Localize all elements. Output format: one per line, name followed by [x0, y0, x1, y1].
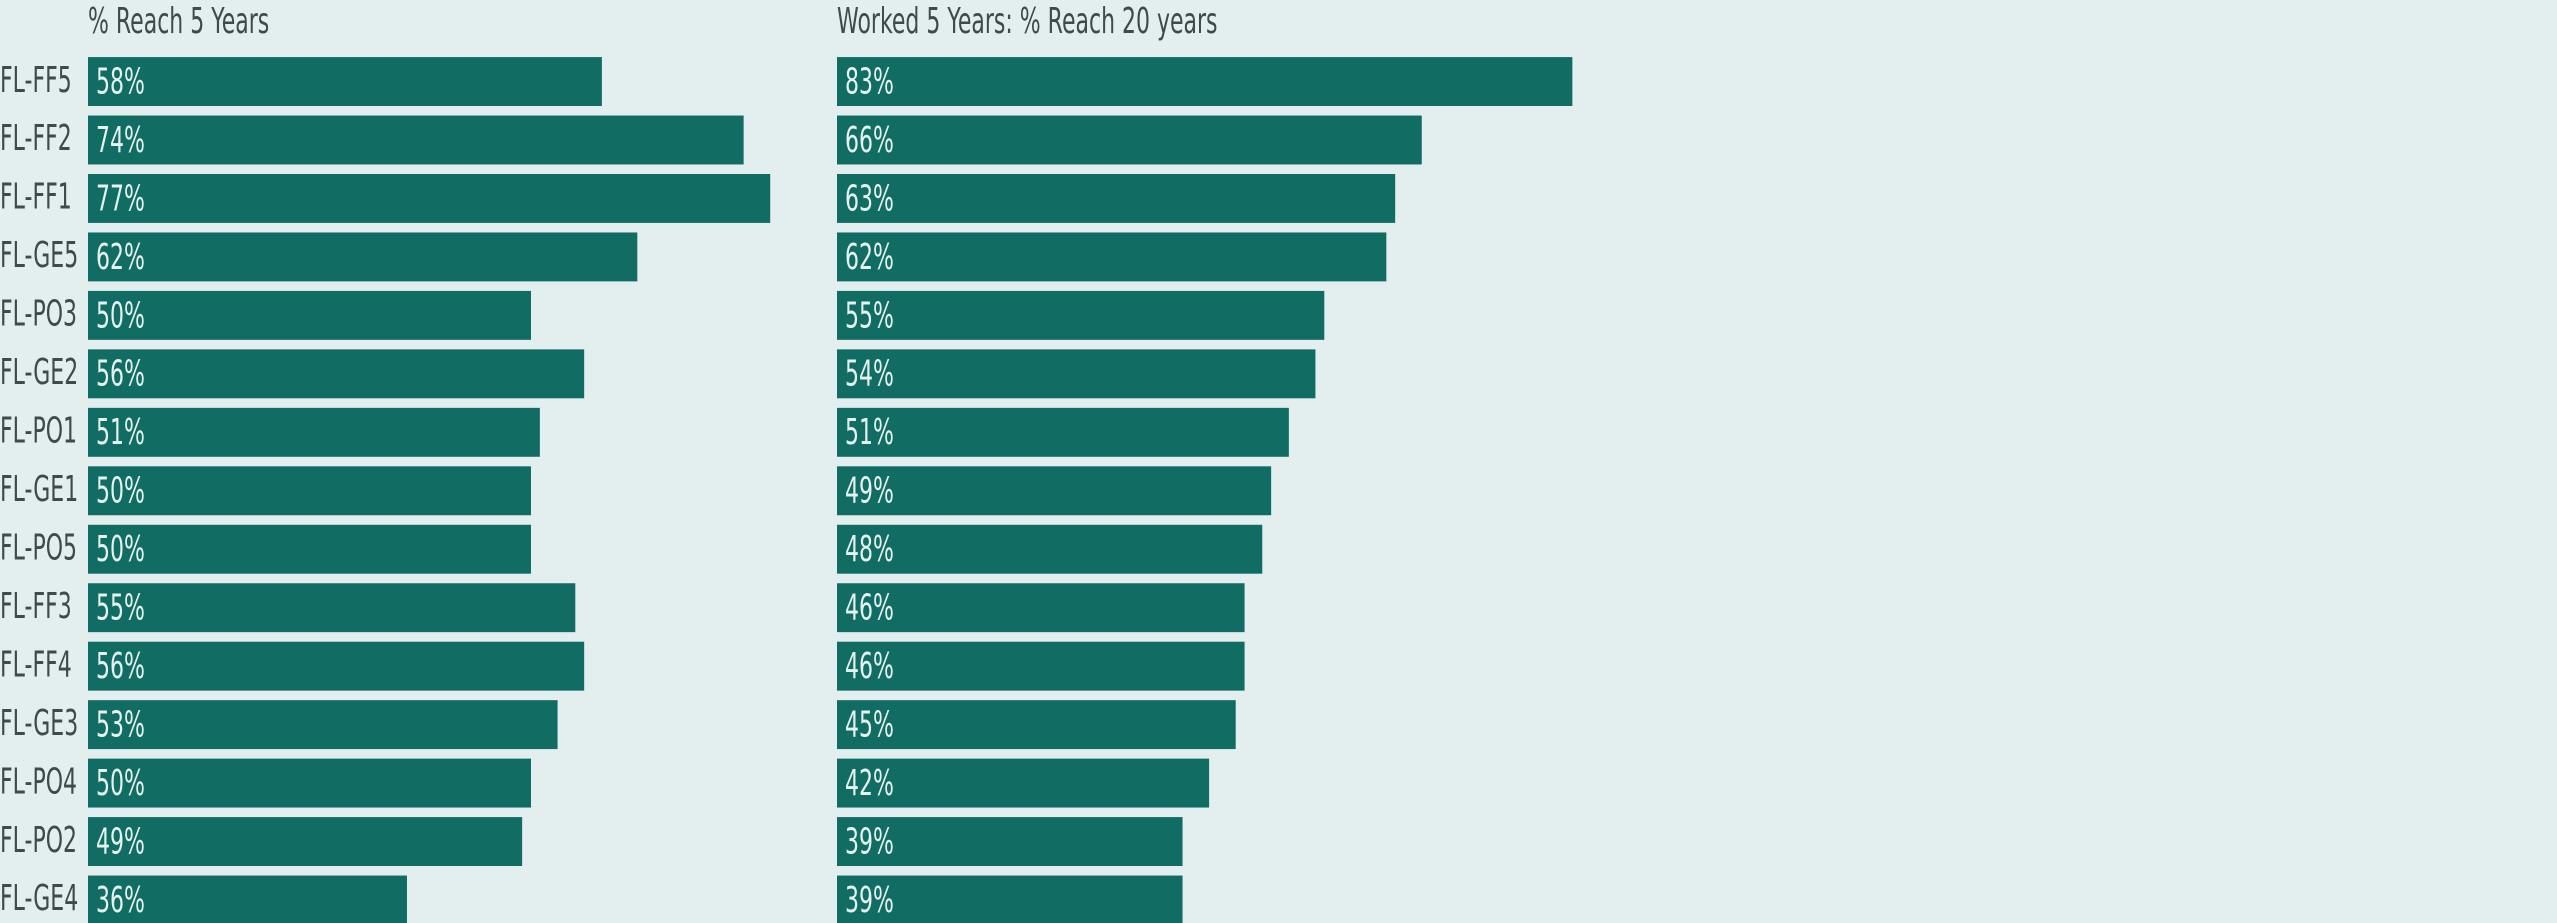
- value-label: 50%: [96, 470, 145, 512]
- value-label: 53%: [96, 704, 145, 746]
- bar: [837, 174, 1396, 223]
- value-label: 51%: [845, 412, 894, 454]
- bar: [837, 524, 1263, 574]
- category-label: FL-GE5: [0, 235, 78, 277]
- bar: [88, 57, 602, 106]
- bar: [837, 349, 1316, 399]
- bar: [837, 57, 1573, 106]
- bar: [837, 641, 1245, 691]
- bar: [837, 407, 1289, 457]
- value-label: 74%: [96, 119, 145, 161]
- bar: [88, 232, 638, 282]
- category-label: FL-FF2: [0, 118, 72, 160]
- bar: [88, 641, 585, 691]
- value-label: 50%: [96, 762, 145, 804]
- bar: [88, 115, 744, 165]
- category-label: FL-PO4: [0, 761, 77, 803]
- category-label: FL-GE4: [0, 878, 78, 920]
- bar: [837, 290, 1325, 340]
- category-label: FL-FF1: [0, 176, 72, 218]
- bar: [837, 466, 1272, 516]
- value-label: 56%: [96, 645, 145, 687]
- bar: [88, 700, 558, 750]
- bar: [88, 758, 531, 808]
- bar: [837, 232, 1387, 282]
- bar: [88, 583, 576, 633]
- category-label: FL-PO1: [0, 410, 77, 452]
- value-label: 55%: [96, 587, 145, 629]
- category-label: FL-GE2: [0, 352, 78, 394]
- category-label: FL-FF5: [0, 59, 72, 101]
- value-label: 46%: [845, 645, 894, 687]
- category-label: FL-GE1: [0, 468, 78, 510]
- category-label: FL-GE3: [0, 702, 78, 744]
- value-label: 39%: [845, 879, 894, 921]
- bar: [88, 817, 523, 867]
- bar: [88, 524, 531, 574]
- value-label: 62%: [96, 236, 145, 278]
- value-label: 63%: [845, 178, 894, 220]
- value-label: 77%: [96, 178, 145, 220]
- value-label: 42%: [845, 762, 894, 804]
- value-label: 55%: [845, 295, 894, 337]
- value-label: 50%: [96, 295, 145, 337]
- bar: [837, 583, 1245, 633]
- bar: [88, 407, 540, 457]
- panel-title: % Reach 5 Years: [88, 1, 269, 43]
- bar: [837, 875, 1183, 923]
- value-label: 36%: [96, 879, 145, 921]
- value-label: 49%: [96, 821, 145, 863]
- category-label: FL-PO5: [0, 527, 77, 569]
- bar: [88, 174, 771, 223]
- value-label: 39%: [845, 821, 894, 863]
- value-label: 50%: [96, 529, 145, 571]
- value-label: 83%: [845, 61, 894, 103]
- bar: [88, 349, 585, 399]
- value-label: 49%: [845, 470, 894, 512]
- value-label: 45%: [845, 704, 894, 746]
- value-label: 66%: [845, 119, 894, 161]
- category-label: FL-FF4: [0, 644, 72, 686]
- category-label: FL-PO2: [0, 819, 77, 861]
- value-label: 62%: [845, 236, 894, 278]
- bar: [88, 290, 531, 340]
- value-label: 48%: [845, 529, 894, 571]
- value-label: 54%: [845, 353, 894, 395]
- category-label: FL-PO3: [0, 293, 77, 335]
- bar: [837, 817, 1183, 867]
- bar: [837, 700, 1236, 750]
- category-label: FL-FF3: [0, 585, 72, 627]
- bar: [88, 875, 407, 923]
- value-label: 56%: [96, 353, 145, 395]
- bar: [837, 115, 1422, 165]
- bar: [837, 758, 1210, 808]
- value-label: 46%: [845, 587, 894, 629]
- value-label: 51%: [96, 412, 145, 454]
- panel-title: Worked 5 Years: % Reach 20 years: [837, 1, 1218, 43]
- value-label: 58%: [96, 61, 145, 103]
- bar: [88, 466, 531, 516]
